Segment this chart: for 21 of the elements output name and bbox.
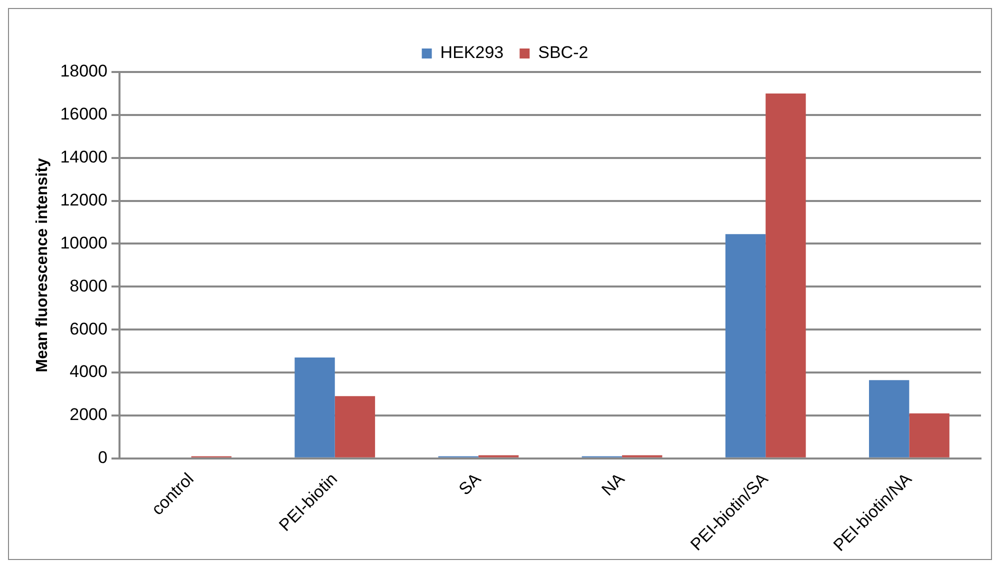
y-tick-label: 16000 <box>60 104 108 124</box>
y-tick-label: 4000 <box>70 362 108 382</box>
y-tick-label: 2000 <box>70 405 108 424</box>
bar <box>294 358 335 458</box>
bar <box>766 93 806 458</box>
y-tick-label: 6000 <box>70 319 108 338</box>
y-tick-label: 14000 <box>60 148 108 167</box>
y-tick-label: 10000 <box>60 233 108 252</box>
y-tick-label: 12000 <box>60 190 108 210</box>
x-tick-label: NA <box>598 468 629 500</box>
legend-label: SBC-2 <box>538 43 588 62</box>
y-tick-label: 8000 <box>70 276 108 296</box>
y-axis-title: Mean fluorescence intensity <box>34 158 52 372</box>
bar <box>909 413 950 458</box>
bar <box>725 234 766 458</box>
legend-label: HEK293 <box>440 43 504 62</box>
y-tick-label: 0 <box>98 448 108 468</box>
x-tick-label: SA <box>455 468 486 499</box>
bar <box>334 396 376 458</box>
bar <box>869 380 910 458</box>
y-tick-label: 18000 <box>60 62 108 81</box>
